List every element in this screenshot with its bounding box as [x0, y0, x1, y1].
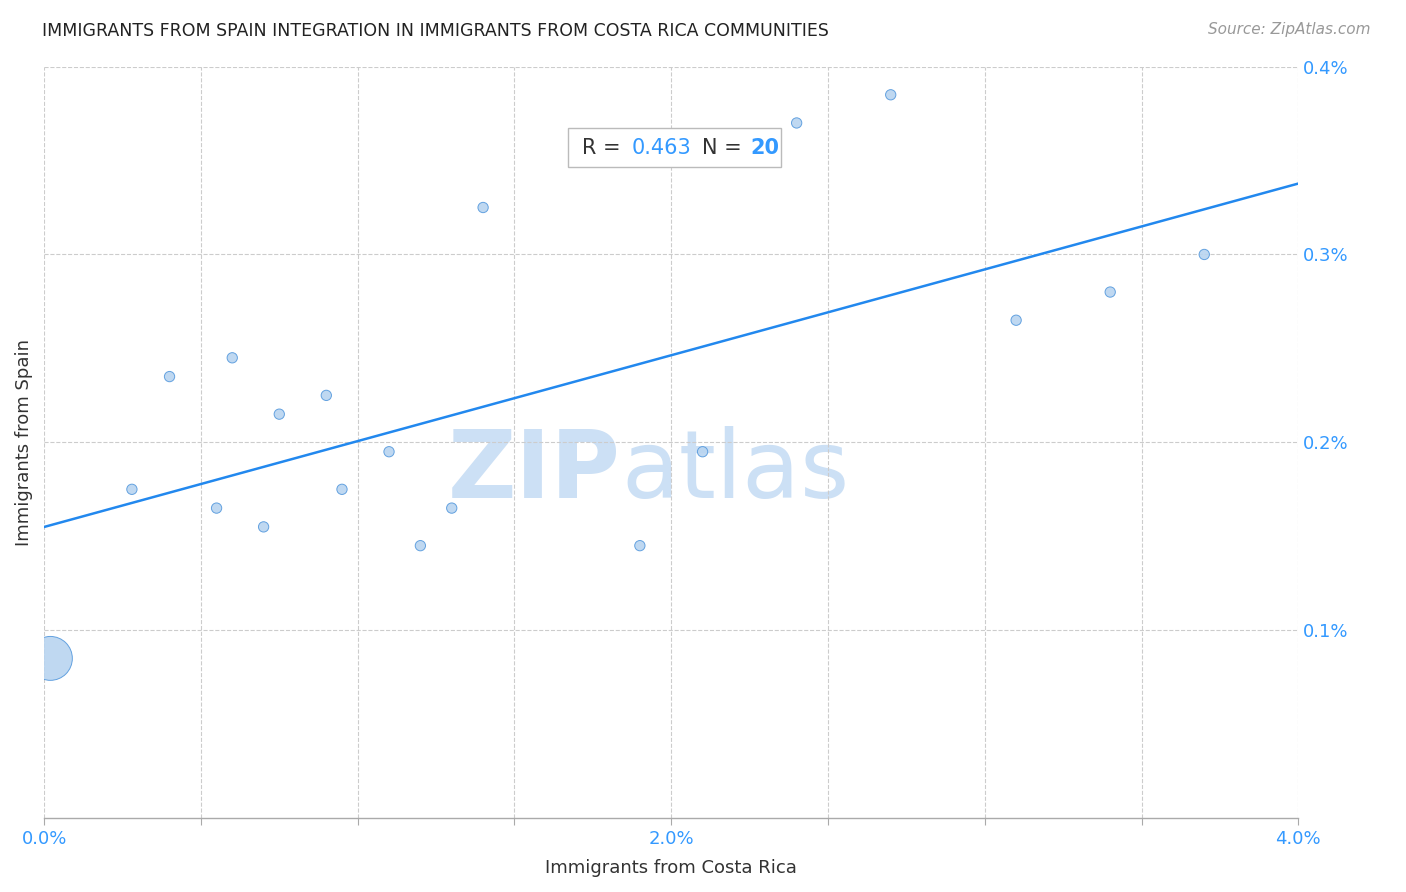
X-axis label: Immigrants from Costa Rica: Immigrants from Costa Rica	[546, 859, 797, 877]
Point	[1194, 247, 1216, 261]
Text: 20: 20	[751, 137, 780, 158]
Point	[221, 351, 243, 365]
Point	[330, 483, 353, 497]
Text: atlas: atlas	[621, 426, 849, 518]
Point	[252, 520, 274, 534]
Point	[39, 651, 62, 665]
Point	[121, 483, 143, 497]
Point	[378, 444, 401, 458]
Point	[1099, 285, 1122, 299]
Point	[409, 539, 432, 553]
Point	[269, 407, 291, 421]
Y-axis label: Immigrants from Spain: Immigrants from Spain	[15, 339, 32, 546]
Text: Source: ZipAtlas.com: Source: ZipAtlas.com	[1208, 22, 1371, 37]
Text: IMMIGRANTS FROM SPAIN INTEGRATION IN IMMIGRANTS FROM COSTA RICA COMMUNITIES: IMMIGRANTS FROM SPAIN INTEGRATION IN IMM…	[42, 22, 830, 40]
Point	[1005, 313, 1028, 327]
Point	[315, 388, 337, 402]
Point	[205, 501, 228, 516]
Text: N =: N =	[702, 137, 748, 158]
Point	[159, 369, 181, 384]
Point	[880, 87, 903, 102]
Point	[472, 201, 495, 215]
Text: ZIP: ZIP	[449, 426, 621, 518]
Text: R =: R =	[582, 137, 627, 158]
Point	[440, 501, 463, 516]
Text: 0.463: 0.463	[631, 137, 690, 158]
Point	[628, 539, 651, 553]
Point	[786, 116, 808, 130]
Point	[692, 444, 714, 458]
